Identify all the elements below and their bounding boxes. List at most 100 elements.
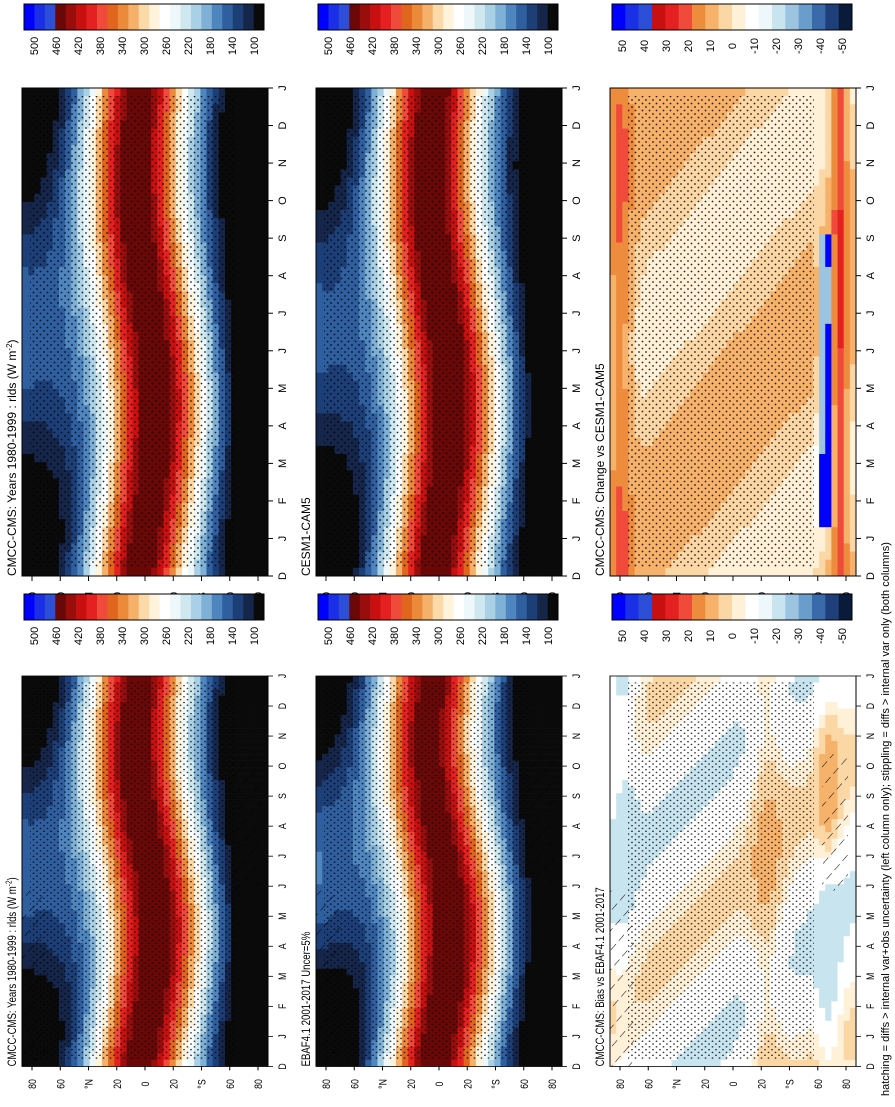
- heatmap-cell: [316, 696, 323, 703]
- heatmap-cell: [439, 1060, 446, 1067]
- heatmap-cell: [550, 975, 557, 982]
- heatmap-cell: [84, 1060, 91, 1067]
- heatmap-cell: [610, 858, 617, 865]
- heatmap-cell: [610, 780, 617, 787]
- heatmap-cell: [22, 689, 29, 696]
- heatmap-cell: [544, 975, 551, 982]
- lat-tick-label: °N: [378, 1079, 390, 1089]
- heatmap-cell: [90, 676, 97, 683]
- heatmap-cell: [102, 1060, 109, 1067]
- heatmap-cell: [544, 982, 551, 989]
- heatmap-cell: [22, 845, 29, 852]
- heatmap-cell: [243, 1047, 250, 1054]
- heatmap-cell: [22, 813, 29, 820]
- heatmap-cell: [47, 1060, 54, 1067]
- heatmap-cell: [237, 702, 244, 709]
- heatmap-cell: [243, 1027, 250, 1034]
- heatmap-cell: [262, 839, 269, 846]
- month-tick-label: S: [277, 793, 289, 799]
- heatmap-cell: [250, 748, 257, 755]
- heatmap-cell: [556, 819, 563, 826]
- heatmap-cell: [556, 722, 563, 729]
- heatmap-cell: [556, 904, 563, 911]
- heatmap-cell: [250, 715, 257, 722]
- heatmap-cell: [256, 910, 263, 917]
- heatmap-cell: [550, 917, 557, 924]
- heatmap-cell: [402, 676, 409, 683]
- heatmap-cell: [237, 943, 244, 950]
- heatmap-cell: [507, 676, 514, 683]
- heatmap-cell: [108, 676, 115, 683]
- heatmap-cell: [28, 676, 35, 683]
- heatmap-cell: [544, 956, 551, 963]
- heatmap-cell: [556, 865, 563, 872]
- heatmap-cell: [262, 780, 269, 787]
- heatmap-cell: [556, 806, 563, 813]
- heatmap-cell: [262, 904, 269, 911]
- heatmap-cell: [256, 735, 263, 742]
- heatmap-cell: [408, 676, 415, 683]
- heatmap-cell: [237, 1060, 244, 1067]
- heatmap-cell: [316, 826, 323, 833]
- heatmap-cell: [145, 676, 152, 683]
- heatmap-cell: [544, 917, 551, 924]
- heatmap-cell: [22, 871, 29, 878]
- heatmap-cell: [537, 1053, 544, 1060]
- heatmap-cell: [194, 676, 201, 683]
- heatmap-cell: [22, 832, 29, 839]
- heatmap-cell: [250, 1021, 257, 1028]
- heatmap-cell: [65, 1060, 72, 1067]
- heatmap-cell: [262, 689, 269, 696]
- heatmap-cell: [237, 689, 244, 696]
- heatmap-cell: [176, 676, 183, 683]
- heatmap-cell: [237, 709, 244, 716]
- heatmap-cell: [256, 1034, 263, 1041]
- heatmap-cell: [513, 676, 520, 683]
- heatmap-cell: [537, 982, 544, 989]
- heatmap-cell: [133, 1060, 140, 1067]
- heatmap-cell: [531, 722, 538, 729]
- month-tick-label: A: [571, 943, 583, 949]
- heatmap-cell: [262, 767, 269, 774]
- heatmap-cell: [550, 722, 557, 729]
- heatmap-cell: [365, 676, 372, 683]
- heatmap-cell: [157, 676, 164, 683]
- lat-tick-label: °N: [84, 1079, 96, 1089]
- heatmap-cell: [501, 676, 508, 683]
- heatmap-cell: [556, 676, 563, 683]
- heatmap-cell: [390, 676, 397, 683]
- heatmap-cell: [243, 689, 250, 696]
- heatmap-cell: [556, 917, 563, 924]
- heatmap-cell: [170, 1060, 177, 1067]
- month-tick-label: O: [571, 762, 583, 769]
- heatmap-cell: [537, 949, 544, 956]
- heatmap-cell: [396, 676, 403, 683]
- heatmap-cell: [537, 936, 544, 943]
- heatmap-cell: [250, 904, 257, 911]
- heatmap-cell: [544, 1027, 551, 1034]
- heatmap-cell: [157, 1060, 164, 1067]
- heatmap-cell: [610, 696, 617, 703]
- heatmap-cell: [550, 962, 557, 969]
- heatmap-cell: [316, 709, 323, 716]
- heatmap-cell: [163, 676, 170, 683]
- heatmap-cell: [556, 962, 563, 969]
- heatmap-cell: [262, 1014, 269, 1021]
- heatmap-cell: [556, 923, 563, 930]
- heatmap-cell: [237, 1040, 244, 1047]
- heatmap-cell: [537, 1027, 544, 1034]
- heatmap-cell: [250, 709, 257, 716]
- heatmap-cell: [243, 962, 250, 969]
- hatch-overlay: [528, 754, 554, 891]
- heatmap-cell: [262, 806, 269, 813]
- lat-tick-label: °S: [491, 1079, 503, 1089]
- heatmap-cell: [316, 767, 323, 774]
- heatmap-cell: [525, 676, 532, 683]
- heatmap-cell: [531, 735, 538, 742]
- heatmap-cell: [262, 1047, 269, 1054]
- heatmap-cell: [544, 949, 551, 956]
- heatmap-cell: [237, 748, 244, 755]
- heatmap-cell: [316, 832, 323, 839]
- heatmap-cell: [262, 995, 269, 1002]
- heatmap-cell: [250, 930, 257, 937]
